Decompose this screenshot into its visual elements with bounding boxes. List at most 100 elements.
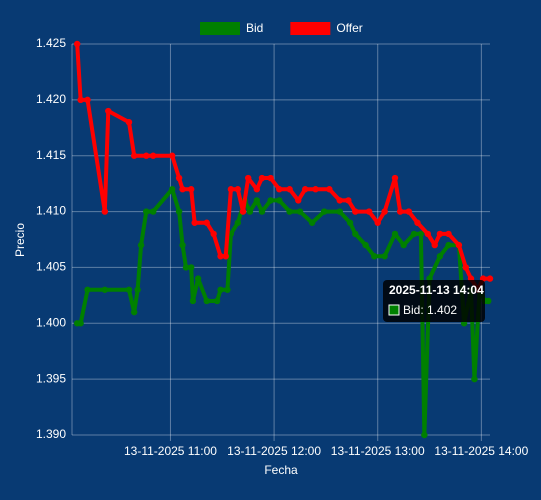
data-point <box>362 241 369 249</box>
y-tick-label: 1.390 <box>36 427 66 441</box>
data-point <box>320 208 328 215</box>
data-point <box>253 197 261 204</box>
data-point <box>203 219 210 226</box>
data-point <box>286 208 293 215</box>
data-point <box>381 208 388 215</box>
data-point <box>436 253 444 260</box>
data-point <box>445 230 452 238</box>
data-point <box>352 208 359 215</box>
legend-label[interactable]: Offer <box>336 21 362 35</box>
data-point <box>326 186 333 193</box>
data-point <box>417 230 425 238</box>
data-point <box>308 219 316 226</box>
data-point <box>381 253 388 260</box>
data-point <box>210 230 217 238</box>
data-point <box>179 186 186 193</box>
data-point <box>445 241 452 249</box>
data-point <box>276 197 283 204</box>
x-tick-label: 13-11-2025 13:00 <box>331 444 425 458</box>
data-point <box>396 208 404 215</box>
data-point <box>179 241 186 249</box>
data-point <box>101 286 109 293</box>
data-point <box>105 107 112 115</box>
data-point <box>130 308 138 316</box>
data-point <box>77 320 84 327</box>
data-point <box>149 208 157 215</box>
data-point <box>336 208 343 215</box>
y-tick-label: 1.395 <box>36 371 66 385</box>
data-point <box>130 152 138 159</box>
data-point <box>471 375 478 383</box>
x-axis-label: Fecha <box>264 463 298 477</box>
data-point <box>239 208 247 215</box>
data-point <box>84 96 91 104</box>
data-point <box>137 241 145 249</box>
data-point <box>301 186 309 193</box>
data-point <box>222 253 229 260</box>
data-point <box>400 241 407 249</box>
data-point <box>217 286 224 293</box>
data-point <box>486 275 494 282</box>
data-point <box>149 152 157 159</box>
data-point <box>421 431 428 439</box>
data-point <box>258 208 266 215</box>
legend-swatch[interactable] <box>200 22 240 35</box>
legend-label[interactable]: Bid <box>246 21 263 35</box>
data-point <box>391 174 399 182</box>
data-point <box>175 174 183 182</box>
data-point <box>175 208 183 215</box>
data-point <box>125 119 133 126</box>
y-tick-label: 1.400 <box>36 315 66 329</box>
data-point <box>191 219 198 226</box>
data-point <box>125 286 133 293</box>
data-point <box>143 152 150 159</box>
tooltip-label: Bid: 1.402 <box>403 303 457 317</box>
data-point <box>405 208 413 215</box>
y-tick-label: 1.420 <box>36 92 66 106</box>
data-point <box>346 219 354 226</box>
data-point <box>485 297 492 305</box>
data-point <box>244 174 252 182</box>
data-point <box>134 286 141 293</box>
data-point <box>267 197 274 204</box>
data-point <box>345 197 352 204</box>
data-point <box>276 186 283 193</box>
tooltip-swatch <box>388 304 400 316</box>
data-point <box>203 297 210 305</box>
data-point <box>73 40 81 48</box>
data-point <box>187 186 195 193</box>
data-point <box>391 230 399 238</box>
data-point <box>414 219 421 226</box>
data-point <box>312 186 319 193</box>
data-point <box>217 253 224 260</box>
data-point <box>374 219 381 226</box>
data-point <box>295 197 302 204</box>
data-point <box>424 230 432 238</box>
data-point <box>84 286 91 293</box>
data-point <box>189 297 197 305</box>
data-point <box>352 230 359 238</box>
legend-swatch[interactable] <box>290 22 331 35</box>
x-tick-label: 13-11-2025 12:00 <box>227 444 321 458</box>
y-axis-label: Precio <box>13 223 27 257</box>
data-point <box>234 219 242 226</box>
data-point <box>267 174 274 182</box>
data-point <box>168 152 176 159</box>
x-tick-label: 13-11-2025 14:00 <box>434 444 528 458</box>
tooltip-box <box>383 280 485 322</box>
data-point <box>286 186 293 193</box>
data-point <box>336 197 343 204</box>
y-tick-label: 1.410 <box>36 204 66 218</box>
data-point <box>258 174 266 182</box>
x-tick-label: 13-11-2025 11:00 <box>124 444 217 458</box>
data-point <box>234 186 242 193</box>
data-point <box>455 241 463 249</box>
data-point <box>101 208 109 215</box>
data-point <box>253 186 261 193</box>
data-point <box>246 208 254 215</box>
data-point <box>296 208 304 215</box>
y-tick-label: 1.405 <box>36 260 66 274</box>
data-point <box>187 264 195 271</box>
